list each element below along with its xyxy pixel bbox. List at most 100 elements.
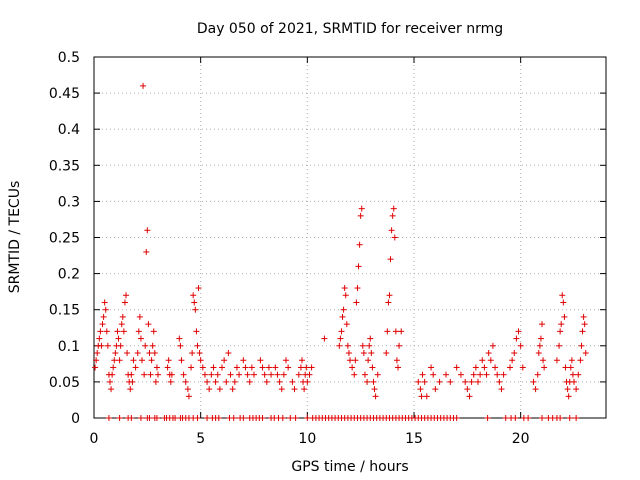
data-point	[185, 393, 192, 400]
data-point	[165, 357, 172, 364]
data-point	[189, 350, 196, 357]
data-point	[423, 393, 430, 400]
data-point	[98, 342, 105, 349]
data-point	[580, 313, 587, 320]
data-point	[208, 371, 215, 378]
x-tick-label: 15	[405, 431, 423, 447]
y-tick-label: 0.1	[58, 339, 80, 355]
data-point	[418, 393, 425, 400]
data-point	[257, 357, 264, 364]
data-point	[128, 415, 135, 421]
data-point	[240, 357, 247, 364]
data-point	[118, 321, 125, 328]
data-point	[221, 357, 228, 364]
data-point	[502, 415, 509, 421]
data-point	[105, 415, 112, 421]
data-point	[358, 205, 365, 212]
data-point	[151, 350, 158, 357]
data-point	[214, 371, 221, 378]
data-point	[142, 342, 149, 349]
data-point	[136, 313, 143, 320]
data-point	[536, 342, 543, 349]
data-point	[301, 386, 308, 393]
data-point	[230, 415, 237, 421]
data-point	[415, 378, 422, 385]
data-point	[541, 364, 548, 371]
data-point	[507, 364, 513, 371]
data-point	[251, 371, 257, 378]
data-point	[248, 364, 255, 371]
data-point	[462, 378, 469, 385]
data-point	[134, 350, 141, 357]
data-point	[573, 386, 580, 393]
data-point	[356, 241, 363, 248]
data-point	[428, 364, 435, 371]
data-point	[383, 350, 390, 357]
data-point	[114, 328, 121, 335]
data-point	[137, 335, 144, 342]
data-point	[304, 415, 311, 421]
data-point	[372, 393, 379, 400]
data-point	[553, 357, 560, 364]
data-point	[355, 263, 362, 270]
data-point	[386, 292, 393, 299]
data-point	[195, 285, 202, 292]
data-point	[146, 350, 153, 357]
data-point	[97, 328, 104, 335]
data-point	[139, 357, 145, 364]
data-point	[357, 212, 364, 219]
data-point	[130, 357, 137, 364]
data-point	[537, 335, 544, 342]
data-point	[389, 212, 396, 219]
data-point	[216, 386, 223, 393]
data-point	[557, 328, 564, 335]
data-point	[102, 306, 109, 313]
data-point	[349, 364, 356, 371]
data-point	[190, 292, 197, 299]
data-point	[321, 335, 328, 342]
data-point	[464, 386, 471, 393]
data-point	[535, 350, 542, 357]
y-tick-label: 0	[71, 411, 80, 427]
data-point	[99, 321, 106, 328]
data-point	[172, 415, 179, 421]
y-tick-label: 0.25	[49, 231, 80, 247]
data-point	[361, 371, 368, 378]
y-tick-label: 0.4	[58, 122, 80, 138]
data-point	[182, 378, 189, 385]
data-point	[398, 328, 405, 335]
data-point	[177, 342, 184, 349]
data-point	[291, 386, 298, 393]
y-tick-label: 0.2	[58, 267, 80, 283]
data-point	[259, 415, 266, 421]
data-point	[129, 378, 136, 385]
x-axis-label: GPS time / hours	[291, 459, 408, 475]
data-point	[582, 350, 589, 357]
data-point	[353, 299, 360, 306]
data-point	[145, 321, 152, 328]
data-point	[188, 364, 195, 371]
y-tick-label: 0.15	[49, 303, 80, 319]
y-tick-label: 0.05	[49, 375, 80, 391]
data-point	[511, 350, 518, 357]
data-point	[116, 415, 123, 421]
data-point	[204, 415, 211, 421]
chart-title: Day 050 of 2021, SRMTID for receiver nrm…	[197, 21, 503, 37]
data-point	[132, 364, 139, 371]
data-point	[178, 357, 185, 364]
data-point	[385, 299, 392, 306]
data-point	[419, 371, 426, 378]
data-point	[103, 328, 110, 335]
data-point	[152, 378, 159, 385]
data-point	[366, 342, 373, 349]
data-point	[540, 357, 547, 364]
data-point	[391, 234, 398, 241]
data-point	[137, 415, 144, 421]
data-point	[387, 256, 394, 263]
data-point	[447, 378, 454, 385]
data-point	[265, 364, 272, 371]
data-point	[364, 378, 371, 385]
data-point	[148, 357, 155, 364]
data-point	[532, 386, 539, 393]
data-point	[484, 415, 491, 421]
